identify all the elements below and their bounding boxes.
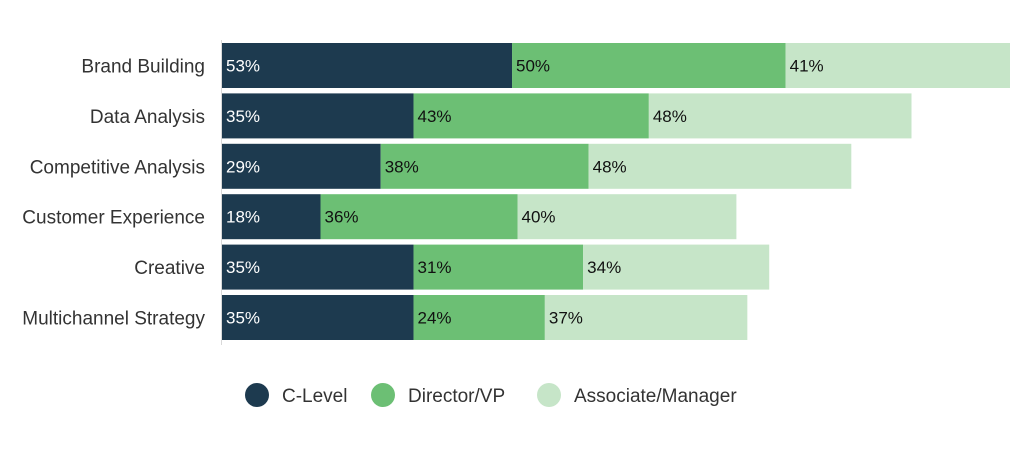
value-label-director-vp-multichannel-strategy: 24%	[418, 309, 452, 328]
value-label-director-vp-brand-building: 50%	[516, 57, 550, 76]
value-label-director-vp-creative: 31%	[418, 258, 452, 277]
bar-associate-manager-competitive-analysis	[588, 143, 852, 189]
value-label-c-level-multichannel-strategy: 35%	[226, 309, 260, 328]
value-label-director-vp-customer-experience: 36%	[325, 208, 359, 227]
bars-group: 53% 50% 41% 35% 43% 48% 29% 38% 48% 18% 36% 40% 35% 3…	[222, 43, 1010, 340]
value-label-c-level-competitive-analysis: 29%	[226, 157, 260, 176]
bar-c-level-customer-experience	[222, 194, 321, 240]
bar-associate-manager-data-analysis	[648, 93, 912, 139]
legend-swatch-c-level	[245, 383, 269, 407]
category-label-competitive-analysis: Competitive Analysis	[30, 157, 205, 178]
bar-c-level-multichannel-strategy	[222, 295, 414, 340]
bar-associate-manager-customer-experience	[517, 194, 737, 240]
category-label-data-analysis: Data Analysis	[90, 107, 205, 128]
value-label-associate-manager-brand-building: 41%	[790, 57, 824, 76]
legend-label-associate-manager: Associate/Manager	[574, 386, 737, 407]
bar-c-level-competitive-analysis	[222, 143, 381, 189]
value-label-associate-manager-creative: 34%	[587, 258, 621, 277]
category-labels: Brand Building Data Analysis Competitive A…	[22, 57, 205, 330]
value-label-associate-manager-data-analysis: 48%	[653, 107, 687, 126]
value-label-director-vp-competitive-analysis: 38%	[385, 157, 419, 176]
value-label-c-level-customer-experience: 18%	[226, 208, 260, 227]
category-label-creative: Creative	[134, 258, 205, 279]
value-label-c-level-data-analysis: 35%	[226, 107, 260, 126]
value-label-associate-manager-multichannel-strategy: 37%	[549, 309, 583, 328]
bar-director-vp-competitive-analysis	[380, 143, 589, 189]
bar-c-level-brand-building	[222, 43, 513, 88]
category-label-customer-experience: Customer Experience	[22, 208, 205, 229]
value-label-c-level-brand-building: 53%	[226, 57, 260, 76]
value-label-director-vp-data-analysis: 43%	[418, 107, 452, 126]
value-label-c-level-creative: 35%	[226, 258, 260, 277]
legend-label-c-level: C-Level	[282, 386, 347, 407]
bar-c-level-data-analysis	[222, 93, 414, 139]
bar-associate-manager-multichannel-strategy	[544, 295, 748, 340]
bar-director-vp-multichannel-strategy	[413, 295, 545, 340]
value-label-associate-manager-customer-experience: 40%	[522, 208, 556, 227]
legend-label-director-vp: Director/VP	[408, 386, 505, 407]
bar-director-vp-customer-experience	[320, 194, 518, 240]
legend-swatch-director-vp	[371, 383, 395, 407]
category-label-brand-building: Brand Building	[81, 57, 205, 78]
category-label-multichannel-strategy: Multichannel Strategy	[22, 309, 205, 330]
bar-director-vp-data-analysis	[413, 93, 649, 139]
bar-director-vp-brand-building	[512, 43, 786, 88]
bar-c-level-creative	[222, 244, 414, 290]
bar-associate-manager-creative	[583, 244, 770, 290]
bar-director-vp-creative	[413, 244, 584, 290]
legend-swatch-associate-manager	[537, 383, 561, 407]
bar-associate-manager-brand-building	[785, 43, 1010, 88]
legend: C-Level Director/VP Associate/Manager	[245, 383, 737, 407]
value-label-associate-manager-competitive-analysis: 48%	[593, 157, 627, 176]
